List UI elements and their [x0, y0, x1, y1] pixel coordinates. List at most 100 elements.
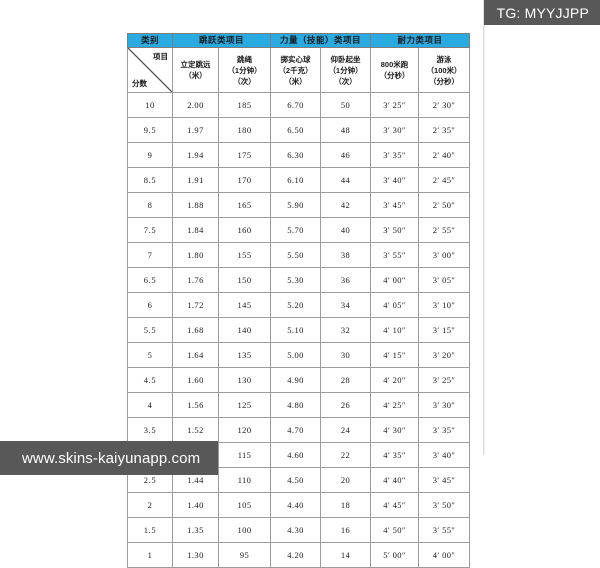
value-cell: 3′ 45″: [370, 192, 420, 218]
value-cell: 38: [320, 242, 372, 268]
corner-cell: 项目 分数: [127, 47, 173, 93]
value-cell: 5.90: [270, 192, 322, 218]
corner-title: 类别: [127, 33, 173, 48]
score-cell: 4.5: [127, 367, 173, 393]
table-body: 10 2.00 185 6.70 50 3′ 25″ 2′ 30″ 9.5 1.97 180 6.5…: [127, 92, 471, 568]
value-cell: 4′ 40″: [370, 467, 420, 493]
col-line: （100米）: [426, 65, 462, 75]
page-edge-shadow: [483, 0, 485, 455]
col-line: （次）: [233, 76, 256, 86]
col-line: （1分钟）: [227, 65, 262, 75]
value-cell: 130: [217, 367, 272, 393]
value-cell: 2.00: [172, 92, 219, 118]
value-cell: 110: [217, 467, 272, 493]
table-row: 4 1.56 125 4.80 26 4′ 25″ 3′ 30″: [127, 392, 471, 418]
corner-top-label: 项目: [153, 52, 168, 61]
value-cell: 5.70: [270, 217, 322, 243]
value-cell: 2′ 35″: [418, 117, 471, 143]
col-line: （1分钟）: [328, 65, 363, 75]
col-line: 跳绳: [237, 54, 252, 64]
value-cell: 3′ 35″: [418, 417, 471, 443]
score-cell: 1.5: [127, 517, 173, 543]
col-line: 仰卧起坐: [330, 54, 361, 64]
value-cell: 3′ 25″: [418, 367, 471, 393]
value-cell: 14: [320, 542, 372, 568]
table-row: 6 1.72 145 5.20 34 4′ 05″ 3′ 10″: [127, 292, 471, 318]
table-row: 3.5 1.52 120 4.70 24 4′ 30″ 3′ 35″: [127, 417, 471, 443]
score-cell: 10: [127, 92, 173, 118]
value-cell: 95: [217, 542, 272, 568]
score-cell: 4: [127, 392, 173, 418]
value-cell: 48: [320, 117, 372, 143]
value-cell: 3′ 10″: [418, 292, 471, 318]
value-cell: 5.30: [270, 267, 322, 293]
value-cell: 18: [320, 492, 372, 518]
value-cell: 3′ 20″: [418, 342, 471, 368]
value-cell: 4.80: [270, 392, 322, 418]
col-line: 掷实心球: [280, 54, 311, 64]
value-cell: 115: [217, 442, 272, 468]
value-cell: 2′ 50″: [418, 192, 471, 218]
value-cell: 5.50: [270, 242, 322, 268]
value-cell: 100: [217, 517, 272, 543]
value-cell: 4′ 20″: [370, 367, 420, 393]
value-cell: 1.84: [172, 217, 219, 243]
score-cell: 5: [127, 342, 173, 368]
value-cell: 2′ 45″: [418, 167, 471, 193]
value-cell: 26: [320, 392, 372, 418]
value-cell: 145: [217, 292, 272, 318]
score-cell: 6: [127, 292, 173, 318]
table-row: 9 1.94 175 6.30 46 3′ 35″ 2′ 40″: [127, 142, 471, 168]
value-cell: 4.60: [270, 442, 322, 468]
value-cell: 5.10: [270, 317, 322, 343]
group-header-row: 类别 跳跃类项目 力量（技能）类项目 耐力类项目: [127, 33, 471, 48]
table-header: 类别 跳跃类项目 力量（技能）类项目 耐力类项目 项目 分数: [127, 33, 471, 93]
column-header-standing-long-jump: 立定跳远 （米）: [172, 47, 219, 93]
value-cell: 1.72: [172, 292, 219, 318]
value-cell: 180: [217, 117, 272, 143]
value-cell: 170: [217, 167, 272, 193]
value-cell: 155: [217, 242, 272, 268]
table-row: 2 1.40 105 4.40 18 4′ 45″ 3′ 50″: [127, 492, 471, 518]
value-cell: 4′ 35″: [370, 442, 420, 468]
value-cell: 50: [320, 92, 372, 118]
value-cell: 185: [217, 92, 272, 118]
score-cell: 7: [127, 242, 173, 268]
value-cell: 1.56: [172, 392, 219, 418]
value-cell: 150: [217, 267, 272, 293]
col-line: （分秒）: [379, 71, 410, 80]
value-cell: 4.20: [270, 542, 322, 568]
value-cell: 4′ 00″: [418, 542, 471, 568]
value-cell: 2′ 40″: [418, 142, 471, 168]
value-cell: 44: [320, 167, 372, 193]
value-cell: 4′ 15″: [370, 342, 420, 368]
column-header-swimming: 游泳 （100米） （分秒）: [418, 47, 471, 93]
value-cell: 4.90: [270, 367, 322, 393]
value-cell: 4′ 05″: [370, 292, 420, 318]
value-cell: 1.76: [172, 267, 219, 293]
corner-bottom-label: 分数: [132, 79, 147, 88]
table-row: 10 2.00 185 6.70 50 3′ 25″ 2′ 30″: [127, 92, 471, 118]
value-cell: 3′ 50″: [418, 492, 471, 518]
site-banner: www.skins-kaiyunapp.com: [0, 441, 219, 475]
value-cell: 46: [320, 142, 372, 168]
score-cell: 6.5: [127, 267, 173, 293]
value-cell: 4′ 30″: [370, 417, 420, 443]
value-cell: 1.40: [172, 492, 219, 518]
value-cell: 32: [320, 317, 372, 343]
value-cell: 4′ 25″: [370, 392, 420, 418]
value-cell: 175: [217, 142, 272, 168]
table-row: 9.5 1.97 180 6.50 48 3′ 30″ 2′ 35″: [127, 117, 471, 143]
value-cell: 1.68: [172, 317, 219, 343]
score-cell: 1: [127, 542, 173, 568]
score-cell: 8.5: [127, 167, 173, 193]
value-cell: 3′ 40″: [370, 167, 420, 193]
value-cell: 105: [217, 492, 272, 518]
value-cell: 36: [320, 267, 372, 293]
col-line: （分秒）: [429, 76, 460, 86]
value-cell: 1.52: [172, 417, 219, 443]
value-cell: 6.70: [270, 92, 322, 118]
value-cell: 140: [217, 317, 272, 343]
value-cell: 3′ 55″: [370, 242, 420, 268]
col-line: 立定跳远: [180, 60, 211, 69]
